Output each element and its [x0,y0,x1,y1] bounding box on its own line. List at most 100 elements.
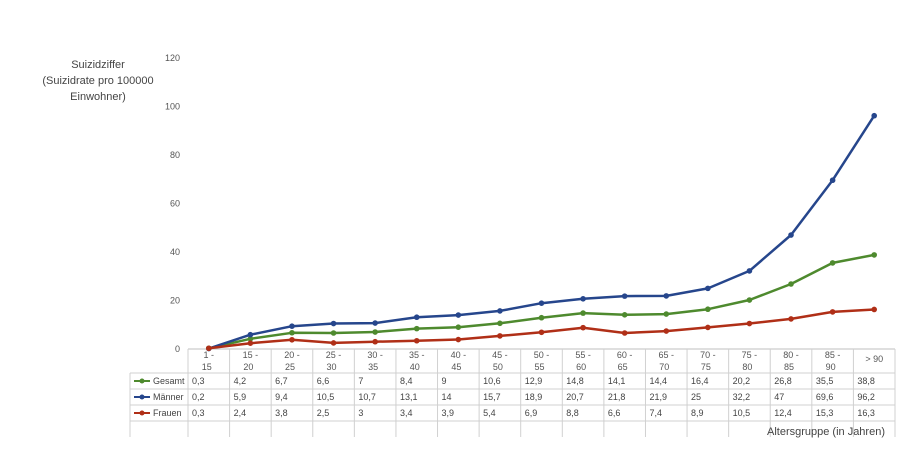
data-point [497,333,503,339]
table-cell: 20,2 [733,376,751,386]
table-cell: 69,6 [816,392,834,402]
data-point [330,340,337,346]
legend-label: Gesamt [153,376,185,386]
table-cell: 7,4 [649,408,662,418]
table-cell: 12,9 [525,376,543,386]
table-cell: 5,4 [483,408,496,418]
data-point [289,323,295,330]
table-cell: 47 [774,392,784,402]
data-point [663,328,670,334]
table-cell: 16,4 [691,376,709,386]
data-point [663,311,670,317]
table-cell: 14,4 [649,376,667,386]
table-cell: 32,2 [733,392,751,402]
x-tick-label: 20 [243,362,253,372]
table-cell: 15,7 [483,392,501,402]
x-tick-label: 30 [327,362,337,372]
legend-label: Männer [153,392,184,402]
x-tick-label: 40 - [451,350,467,360]
y-axis-label-line: (Suizidrate pro 100000 [42,75,153,87]
legend-marker [139,378,145,384]
table-cell: 2,4 [234,408,247,418]
x-tick-label: 35 [368,362,378,372]
table-cell: 35,5 [816,376,834,386]
table-cell: 5,9 [234,392,247,402]
table-cell: 14,8 [566,376,584,386]
table-cell: 4,2 [234,376,247,386]
x-tick-label: 50 [493,362,503,372]
x-tick-label: 50 - [534,350,550,360]
x-tick-label: 60 [576,362,586,372]
table-cell: 14,1 [608,376,626,386]
data-point [871,252,878,258]
table-cell: 3,8 [275,408,288,418]
x-tick-label: 20 - [284,350,300,360]
table-cell: 26,8 [774,376,792,386]
data-point [580,296,586,302]
x-tick-label: 1 - [204,350,215,360]
data-point [663,293,670,299]
series-line-mnner [208,115,876,350]
data-point [829,177,836,184]
data-point [247,336,254,342]
table-cell: 8,4 [400,376,413,386]
x-tick-label: 75 [701,362,711,372]
data-point [538,329,545,336]
table-cell: 9,4 [275,392,288,402]
table-cell: 10,6 [483,376,501,386]
table-cell: 20,7 [566,392,584,402]
y-tick-label: 0 [175,344,180,354]
x-tick-label: 75 - [742,350,758,360]
data-point [788,316,794,322]
table-cell: 18,9 [525,392,543,402]
x-tick-label: 85 - [825,350,841,360]
data-point [289,329,295,336]
data-point [413,314,420,321]
table-cell: 8,8 [566,408,579,418]
x-tick-label: 60 - [617,350,633,360]
table-cell: 13,1 [400,392,418,402]
x-tick-label: 45 [451,362,461,372]
y-tick-label: 100 [165,102,180,112]
table-cell: 3,9 [442,408,455,418]
data-point [580,324,586,331]
data-point [871,112,878,119]
data-point [746,320,753,327]
data-point [829,260,836,266]
data-point [372,329,378,335]
table-cell: 6,6 [608,408,621,418]
data-point [705,306,711,313]
table-cell: 21,8 [608,392,626,402]
x-tick-label: 65 [618,362,628,372]
data-point [705,285,711,292]
data-point [455,312,462,318]
table-cell: 0,3 [192,408,205,418]
table-cell: 38,8 [857,376,875,386]
table-cell: 15,3 [816,408,834,418]
legend-label: Frauen [153,408,182,418]
x-tick-label: 35 - [409,350,425,360]
table-cell: 96,2 [857,392,875,402]
data-point [289,336,295,343]
x-tick-label: 55 - [575,350,591,360]
table-cell: 6,7 [275,376,288,386]
x-tick-label: 15 - [243,350,259,360]
data-point [330,330,337,336]
table-cell: 7 [358,376,363,386]
table-cell: 10,5 [317,392,335,402]
data-point [497,320,503,327]
x-tick-label: 30 - [367,350,383,360]
y-axis-label-line: Suizidziffer [71,59,125,71]
x-tick-label: 65 - [659,350,675,360]
table-cell: 3,4 [400,408,413,418]
x-tick-label: 90 [826,362,836,372]
y-tick-label: 120 [165,53,180,63]
x-tick-label: 80 [742,362,752,372]
table-cell: 0,2 [192,392,205,402]
data-point [455,324,462,330]
data-point [788,281,794,287]
x-tick-label: 70 - [700,350,716,360]
y-axis-label-line: Einwohner) [70,91,126,103]
data-point [372,320,378,326]
data-point [746,268,753,274]
